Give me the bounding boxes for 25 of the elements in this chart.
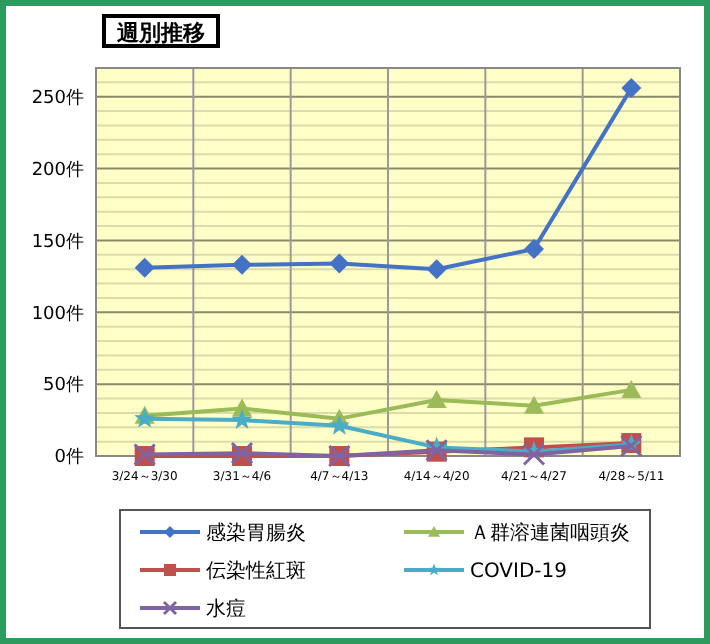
legend-label: Ａ群溶連菌咽頭炎 [470, 521, 630, 545]
point [426, 259, 447, 280]
point [329, 253, 350, 274]
legend-label: 水痘 [206, 597, 246, 621]
y-tick-label: 100件 [31, 302, 84, 325]
point [134, 257, 155, 278]
point [524, 395, 544, 414]
chart-title: 週別推移 [115, 20, 205, 46]
point [621, 78, 642, 99]
point [328, 414, 350, 435]
point [522, 443, 546, 467]
point [426, 389, 447, 408]
point [230, 441, 254, 465]
point [231, 409, 253, 429]
y-tick-label: 150件 [31, 230, 84, 253]
point [524, 239, 544, 260]
legend-label: 感染胃腸炎 [206, 521, 306, 545]
y-tick-label: 50件 [43, 374, 84, 397]
legend-label: 伝染性紅斑 [206, 559, 306, 583]
y-tick-label: 250件 [31, 87, 84, 110]
y-tick-label: 200件 [31, 158, 84, 181]
y-tick-label: 0件 [54, 446, 84, 469]
point [621, 379, 642, 398]
legend-label: COVID-19 [470, 561, 568, 583]
point [232, 254, 252, 275]
